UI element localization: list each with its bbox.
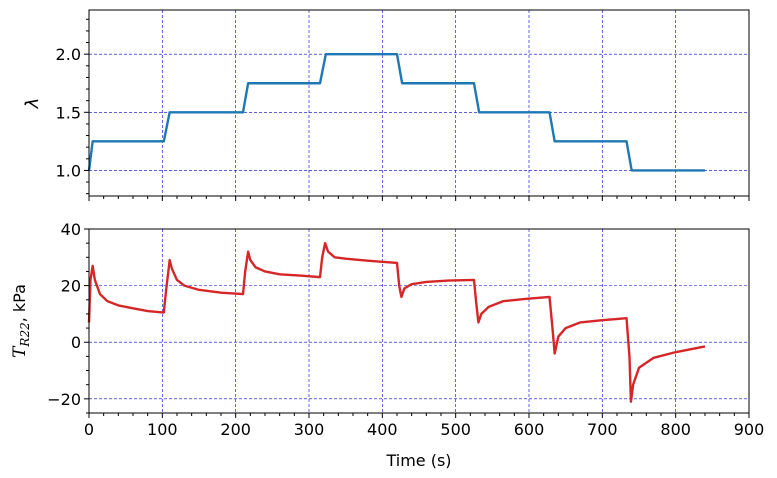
bottom-xtick-label: 200 (220, 420, 251, 439)
top-y-axis-label: λ (22, 98, 43, 110)
top-ytick-label: 2.0 (56, 45, 81, 64)
bottom-ytick-label: 0 (71, 333, 81, 352)
bottom-xtick-label: 900 (734, 420, 765, 439)
top-series-line (87, 52, 705, 172)
bottom-axes-frame (88, 228, 750, 414)
bottom-ytick-label: 20 (61, 277, 81, 296)
bottom-xtick-label: 800 (660, 420, 691, 439)
bottom-y-axis-label: TR22, kPa (10, 284, 32, 358)
bottom-ytick-label: 40 (61, 220, 81, 239)
top-ytick-label: 1.5 (56, 103, 81, 122)
top-axes-frame (88, 9, 750, 197)
x-axis-label: Time (s) (385, 451, 451, 470)
bottom-xtick-label: 600 (514, 420, 545, 439)
bottom-xtick-label: 300 (294, 420, 325, 439)
bottom-series-line (87, 241, 706, 403)
bottom-xtick-label: 0 (84, 420, 94, 439)
bottom-xtick-label: 500 (440, 420, 471, 439)
top-ticks (84, 18, 750, 201)
top-ytick-label: 1.0 (56, 161, 81, 180)
bottom-ticks (84, 228, 750, 418)
top-grid (89, 10, 749, 196)
bottom-xtick-label: 400 (367, 420, 398, 439)
bottom-ytick-label: −20 (47, 390, 81, 409)
bottom-grid (89, 229, 749, 413)
bottom-xtick-label: 700 (587, 420, 618, 439)
bottom-xtick-label: 100 (147, 420, 178, 439)
top-panel-lambda: 1.0 1.5 2.0 λ (22, 9, 750, 201)
